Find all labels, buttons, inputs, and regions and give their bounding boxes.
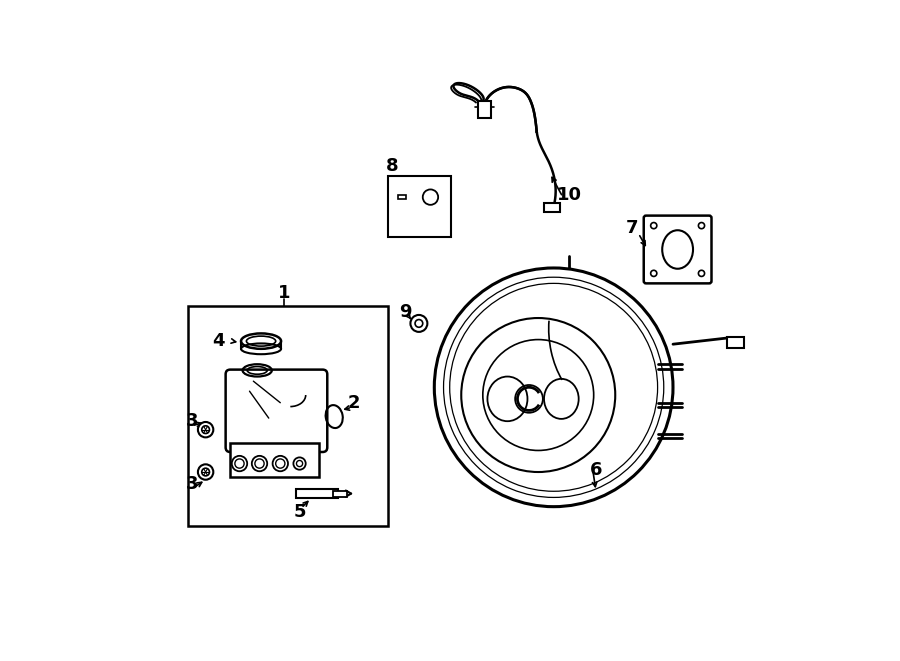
Bar [388,176,451,237]
Bar [478,101,491,118]
Text: 7: 7 [626,219,638,237]
Bar [296,489,338,498]
FancyBboxPatch shape [226,369,328,452]
Text: 3: 3 [185,412,198,430]
Text: 8: 8 [385,157,399,175]
FancyBboxPatch shape [644,215,712,284]
Text: 4: 4 [212,332,225,350]
Text: 1: 1 [278,284,291,302]
Text: 6: 6 [590,461,602,479]
Text: 10: 10 [556,186,581,204]
Bar [544,202,560,212]
Bar [188,307,388,526]
Bar [727,337,743,348]
Bar [230,443,319,477]
Text: 3: 3 [185,475,198,492]
Text: 2: 2 [347,394,360,412]
Text: 5: 5 [293,503,306,521]
Bar [333,490,346,496]
Bar [398,195,406,200]
Text: 9: 9 [400,303,412,321]
